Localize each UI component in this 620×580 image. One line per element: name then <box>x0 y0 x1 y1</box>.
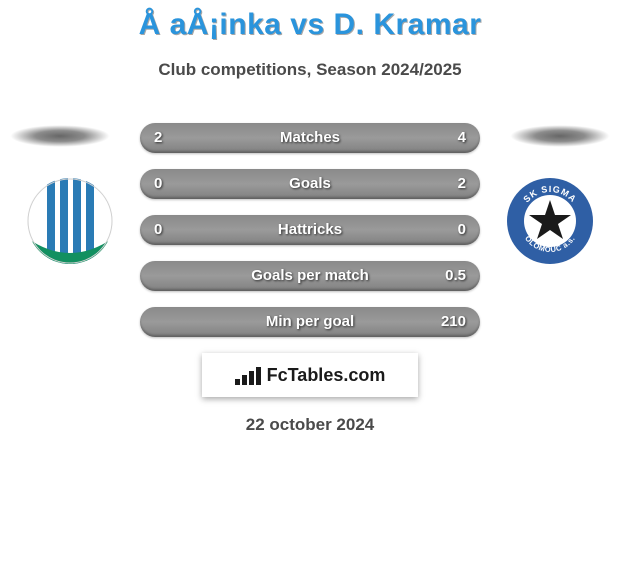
stat-row-goals: 0 Goals 2 <box>140 169 480 199</box>
shadow-ellipse-left <box>10 125 110 147</box>
stat-bars: 2 Matches 4 0 Goals 2 0 Hattricks 0 Goal… <box>140 123 480 435</box>
brand-text: FcTables.com <box>267 365 386 386</box>
stat-right-value: 0 <box>458 215 466 245</box>
brand-badge: FcTables.com <box>202 353 418 397</box>
brand-bar-2 <box>242 375 247 385</box>
stat-row-goals-per-match: Goals per match 0.5 <box>140 261 480 291</box>
stat-label: Min per goal <box>140 307 480 337</box>
stat-right-value: 4 <box>458 123 466 153</box>
header-block: Å aÅ¡inka vs D. Kramar Club competitions… <box>0 0 620 80</box>
stat-right-value: 210 <box>441 307 466 337</box>
infographic-root: Å aÅ¡inka vs D. Kramar Club competitions… <box>0 0 620 580</box>
stat-label: Hattricks <box>140 215 480 245</box>
page-subtitle: Club competitions, Season 2024/2025 <box>0 60 620 80</box>
stat-label: Goals <box>140 169 480 199</box>
brand-bar-3 <box>249 371 254 385</box>
shadow-ellipse-right <box>510 125 610 147</box>
stat-row-matches: 2 Matches 4 <box>140 123 480 153</box>
stat-row-min-per-goal: Min per goal 210 <box>140 307 480 337</box>
brand-bar-4 <box>256 367 261 385</box>
club-logo-left <box>27 178 113 264</box>
page-title: Å aÅ¡inka vs D. Kramar <box>0 0 620 42</box>
brand-bar-1 <box>235 379 240 385</box>
stat-row-hattricks: 0 Hattricks 0 <box>140 215 480 245</box>
stat-label: Matches <box>140 123 480 153</box>
bar-chart-icon <box>235 365 261 385</box>
club-logo-right: SK SIGMA OLOMOUC a.s. <box>507 178 593 264</box>
page-date: 22 october 2024 <box>140 415 480 435</box>
stat-right-value: 0.5 <box>445 261 466 291</box>
stat-right-value: 2 <box>458 169 466 199</box>
stat-label: Goals per match <box>140 261 480 291</box>
